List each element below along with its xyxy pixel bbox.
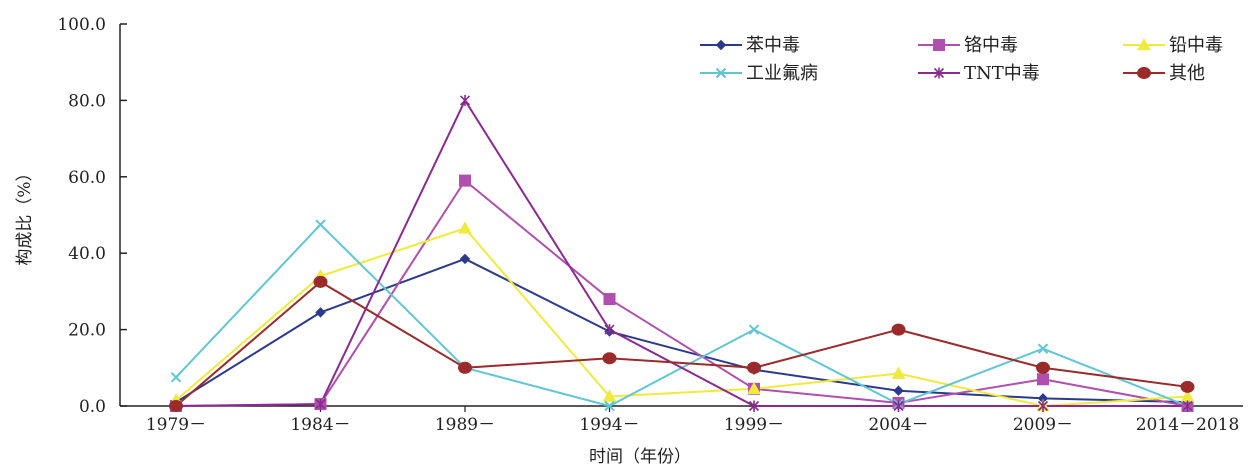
axes bbox=[119, 24, 1243, 407]
series-lines bbox=[175, 99, 1188, 407]
data-point bbox=[604, 400, 615, 412]
x-tick-label: 1999－ bbox=[724, 415, 784, 435]
legend-marker bbox=[715, 67, 727, 79]
legend-marker bbox=[1137, 67, 1151, 79]
data-point bbox=[893, 385, 904, 396]
x-axis-title: 时间（年份） bbox=[589, 447, 691, 467]
x-ticks: 1979－ 1984－ 1989－ 1994－ 1999－ 2004－ 2009－ 2014－… bbox=[146, 406, 1239, 435]
data-point bbox=[1036, 361, 1050, 374]
y-tick-label: 20.0 bbox=[68, 321, 106, 341]
x-tick-label: 2004－ bbox=[868, 415, 928, 435]
series-line bbox=[175, 223, 1188, 407]
y-tick-label: 100.0 bbox=[57, 15, 106, 35]
data-point bbox=[1037, 373, 1049, 386]
data-point bbox=[748, 324, 760, 335]
series-line bbox=[175, 227, 1188, 407]
series-line bbox=[175, 280, 1188, 407]
y-tick-label: 0.0 bbox=[79, 397, 106, 417]
x-tick-label: 1984－ bbox=[290, 415, 350, 435]
data-point bbox=[169, 400, 183, 412]
legend-marker bbox=[715, 39, 727, 51]
data-point bbox=[459, 174, 471, 187]
data-point bbox=[604, 324, 615, 336]
data-point bbox=[459, 94, 471, 106]
data-point bbox=[315, 307, 326, 318]
legend-label: TNT中毒 bbox=[964, 63, 1040, 84]
data-point bbox=[458, 361, 472, 374]
data-point bbox=[602, 389, 617, 402]
series-line bbox=[175, 257, 1188, 404]
data-point bbox=[459, 253, 471, 265]
y-tick-label: 80.0 bbox=[68, 91, 106, 111]
data-point bbox=[458, 221, 472, 234]
data-point bbox=[1037, 343, 1049, 354]
x-tick-label: 1989－ bbox=[435, 415, 495, 435]
legend-label: 铬中毒 bbox=[964, 35, 1018, 56]
legend-label: 铅中毒 bbox=[1169, 35, 1223, 56]
legend-label: 工业氟病 bbox=[746, 63, 818, 84]
y-axis-title: 构成比（%） bbox=[15, 164, 35, 265]
data-point bbox=[170, 372, 182, 383]
data-point bbox=[748, 400, 760, 412]
legend-marker bbox=[933, 67, 945, 79]
legend-label: 其他 bbox=[1169, 63, 1205, 84]
x-tick-label: 2014－2018 bbox=[1136, 415, 1240, 435]
x-tick-label: 1994－ bbox=[579, 415, 639, 435]
data-point bbox=[602, 352, 617, 365]
x-tick-label: 2009－ bbox=[1013, 415, 1073, 435]
data-point bbox=[1182, 400, 1193, 412]
data-point bbox=[891, 366, 906, 379]
series-line bbox=[175, 179, 1188, 407]
y-ticks: 0.0 20.0 40.0 60.0 80.0 100.0 bbox=[57, 15, 127, 417]
legend-marker bbox=[1137, 37, 1151, 51]
data-point bbox=[603, 293, 616, 306]
data-point bbox=[893, 400, 904, 412]
data-point bbox=[1037, 400, 1049, 412]
data-point bbox=[891, 323, 906, 336]
data-point bbox=[1180, 380, 1195, 393]
data-point bbox=[313, 275, 328, 288]
series-line bbox=[175, 99, 1188, 407]
legend-label: 苯中毒 bbox=[746, 35, 800, 56]
y-tick-label: 40.0 bbox=[68, 244, 106, 264]
legend-marker bbox=[933, 39, 945, 51]
data-point bbox=[315, 398, 326, 410]
data-point bbox=[315, 219, 326, 230]
data-point bbox=[747, 381, 761, 395]
series-markers bbox=[169, 94, 1195, 412]
y-tick-label: 60.0 bbox=[68, 168, 106, 188]
x-tick-label: 1979－ bbox=[146, 415, 206, 435]
data-point bbox=[747, 361, 761, 374]
